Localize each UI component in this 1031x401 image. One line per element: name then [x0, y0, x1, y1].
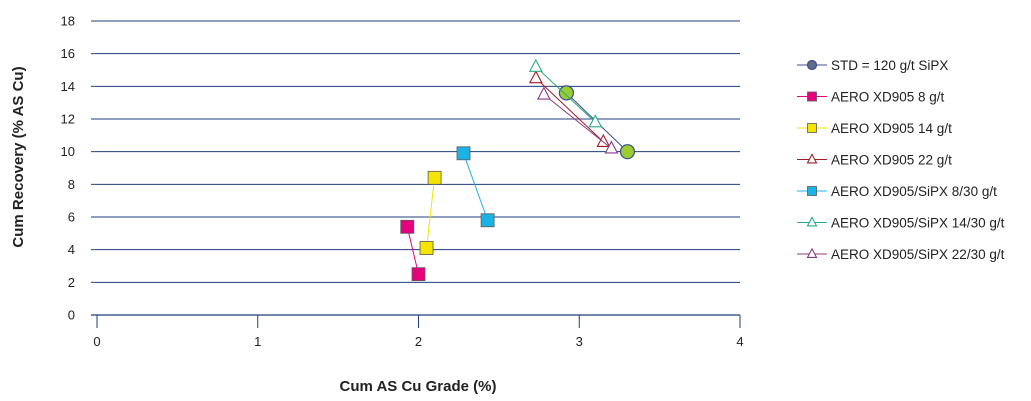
- legend-label: AERO XD905 22 g/t: [831, 153, 952, 168]
- data-point-square: [480, 213, 495, 228]
- legend-label: AERO XD905/SiPX 22/30 g/t: [831, 247, 1005, 262]
- data-point-square: [400, 219, 415, 234]
- y-tick-label: 10: [61, 144, 75, 159]
- legend-label: AERO XD905/SiPX 14/30 g/t: [831, 216, 1005, 231]
- series-3: [419, 170, 442, 255]
- data-point-square: [427, 170, 442, 185]
- series-6: [528, 58, 603, 128]
- legend-item: AERO XD905/SiPX 8/30 g/t: [797, 184, 997, 199]
- series-4: [528, 70, 611, 147]
- y-axis-title: Cum Recovery (% AS Cu): [10, 66, 27, 247]
- data-point-triangle: [536, 86, 551, 100]
- series-5: [456, 146, 495, 228]
- y-tick-label: 18: [61, 14, 75, 29]
- data-point-triangle: [528, 70, 543, 84]
- legend-item: AERO XD905 8 g/t: [797, 90, 945, 105]
- series-line: [535, 77, 604, 143]
- grid-layer: [97, 20, 740, 283]
- x-axis-title: Cum AS Cu Grade (%): [340, 378, 497, 395]
- x-tick-label: 1: [254, 334, 261, 349]
- legend-marker: [807, 91, 817, 102]
- legend-item: AERO XD905/SiPX 22/30 g/t: [797, 247, 1005, 262]
- series-line: [426, 177, 436, 249]
- legend-label: AERO XD905/SiPX 8/30 g/t: [831, 184, 997, 199]
- y-tick-label: 12: [61, 112, 75, 127]
- series-line: [406, 226, 419, 275]
- legend: STD = 120 g/t SiPX AERO XD905 8 g/t AERO X…: [797, 58, 1005, 262]
- series-7: [536, 86, 619, 154]
- legend-item: AERO XD905 22 g/t: [797, 153, 952, 168]
- y-tick-label: 4: [68, 242, 75, 257]
- legend-marker: [806, 59, 818, 71]
- legend-marker: [806, 216, 818, 227]
- x-tick-label: 3: [576, 334, 583, 349]
- data-point-circle: [558, 85, 574, 101]
- series-2: [400, 219, 426, 282]
- series-1: [558, 85, 636, 160]
- data-point-circle: [619, 144, 636, 160]
- legend-item: AERO XD905/SiPX 14/30 g/t: [797, 216, 1005, 231]
- legend-label: STD = 120 g/t SiPX: [831, 58, 948, 73]
- legend-label: AERO XD905 14 g/t: [831, 121, 952, 136]
- series-line: [543, 94, 612, 149]
- y-tick-label: 14: [61, 79, 75, 94]
- legend-marker: [806, 153, 818, 164]
- series-layer: [400, 58, 636, 282]
- legend-marker: [807, 123, 817, 133]
- legend-label: AERO XD905 8 g/t: [831, 90, 945, 105]
- legend-item: STD = 120 g/t SiPX: [797, 58, 948, 73]
- legend-item: AERO XD905 14 g/t: [797, 121, 952, 136]
- x-tick-label: 4: [736, 334, 743, 349]
- y-tick-label: 16: [61, 46, 75, 61]
- series-line: [535, 66, 596, 123]
- legend-marker: [806, 247, 818, 258]
- data-point-square: [456, 146, 471, 161]
- y-tick-label: 6: [68, 210, 75, 225]
- data-point-triangle: [604, 140, 619, 154]
- data-point-triangle: [596, 133, 611, 147]
- x-tick-label: 0: [93, 334, 100, 349]
- data-point-square: [411, 267, 426, 282]
- y-tick-label: 8: [68, 177, 75, 192]
- y-tick-label: 2: [68, 275, 75, 290]
- y-tick-label: 0: [68, 308, 75, 323]
- x-tick-label: 2: [415, 334, 422, 349]
- data-point-triangle: [588, 114, 603, 128]
- data-point-square: [419, 241, 434, 255]
- data-point-triangle: [528, 58, 543, 72]
- series-line: [463, 153, 489, 221]
- legend-marker: [807, 186, 817, 196]
